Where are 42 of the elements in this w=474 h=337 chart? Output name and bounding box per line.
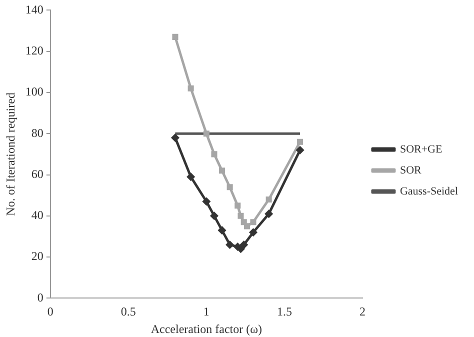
point bbox=[226, 240, 234, 248]
legend-label: SOR bbox=[400, 164, 422, 176]
y-tick-label: 100 bbox=[25, 84, 44, 99]
y-tick-label: 40 bbox=[31, 208, 44, 222]
point bbox=[226, 184, 233, 190]
point bbox=[211, 151, 218, 158]
y-axis-title: No. of Iterationd required bbox=[3, 92, 18, 216]
point bbox=[266, 196, 272, 202]
point bbox=[234, 202, 241, 209]
point bbox=[202, 198, 210, 206]
point bbox=[210, 212, 218, 220]
point bbox=[237, 245, 245, 253]
point bbox=[219, 168, 226, 174]
x-axis-title: Acceleration factor (ω) bbox=[150, 322, 262, 336]
x-tick-label: 1 bbox=[203, 304, 210, 319]
point bbox=[265, 210, 273, 218]
point bbox=[244, 223, 250, 230]
y-tick-label: 0 bbox=[37, 290, 44, 304]
legend-label: Gauss-Seidel bbox=[400, 185, 458, 198]
point bbox=[240, 219, 247, 226]
point bbox=[172, 34, 178, 40]
point bbox=[188, 85, 194, 92]
y-tick-label: 20 bbox=[31, 249, 44, 264]
point bbox=[171, 134, 179, 142]
x-tick-label: 0.5 bbox=[120, 304, 136, 319]
x-tick-label: 0 bbox=[47, 304, 54, 319]
point bbox=[240, 240, 248, 248]
point bbox=[297, 138, 304, 145]
point bbox=[203, 130, 210, 137]
x-tick-label: 2 bbox=[359, 304, 366, 319]
point bbox=[218, 226, 226, 234]
y-tick-label: 120 bbox=[25, 44, 44, 58]
y-tick-label: 80 bbox=[31, 126, 44, 140]
point bbox=[296, 146, 304, 154]
point bbox=[249, 228, 257, 236]
y-tick-label: 140 bbox=[25, 2, 44, 16]
x-tick-label: 1.5 bbox=[276, 304, 292, 319]
point bbox=[238, 212, 244, 219]
legend-label: SOR+GE bbox=[400, 143, 442, 156]
y-tick-label: 60 bbox=[31, 166, 44, 181]
point bbox=[250, 219, 256, 226]
point bbox=[187, 173, 195, 181]
